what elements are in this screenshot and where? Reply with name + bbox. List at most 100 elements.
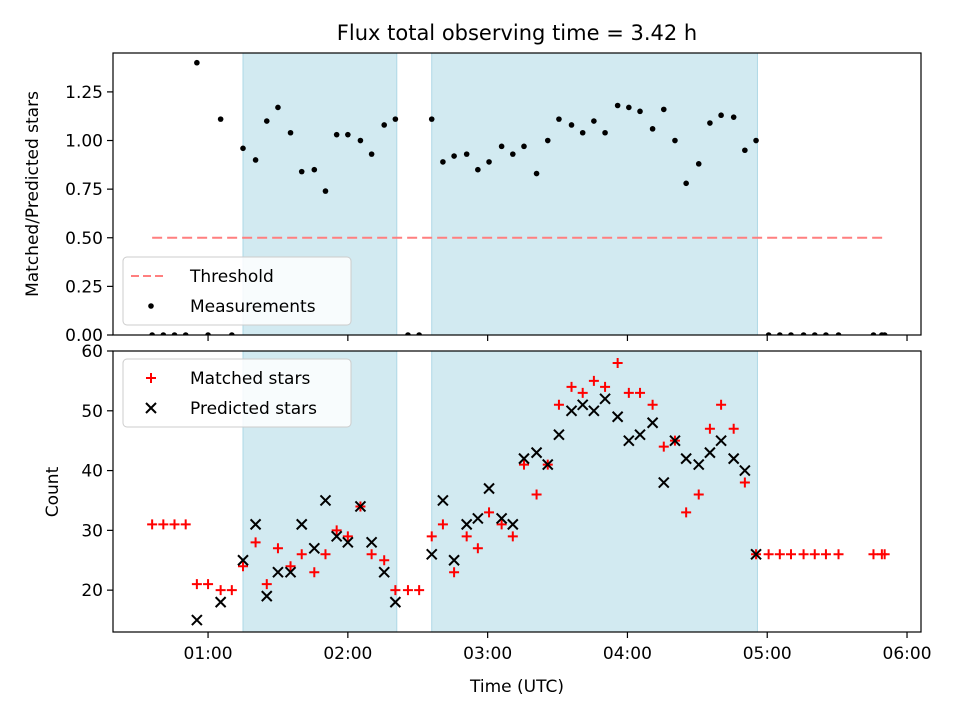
panel-0-plot-area xyxy=(149,53,888,335)
observing-interval-1 xyxy=(431,53,758,335)
measurement-point xyxy=(649,126,656,132)
matched-star-point xyxy=(531,489,542,500)
measurement-point xyxy=(637,108,643,115)
measurement-point xyxy=(440,159,446,165)
measurement-point xyxy=(428,116,435,122)
measurement-point xyxy=(298,168,305,175)
measurement-point xyxy=(510,151,516,157)
predicted-star-point xyxy=(495,512,508,525)
predicted-star-point xyxy=(272,566,284,578)
predicted-star-point xyxy=(308,542,321,555)
measurement-point xyxy=(405,332,411,335)
matched-star-point xyxy=(693,489,704,500)
matched-star-point xyxy=(588,375,599,386)
measurement-point xyxy=(742,147,748,154)
predicted-star-point xyxy=(623,434,635,447)
matched-star-point xyxy=(320,549,331,560)
measurement-point xyxy=(881,332,888,335)
predicted-star-point xyxy=(680,452,692,465)
measurement-point xyxy=(579,129,586,136)
matched-star-point xyxy=(426,531,437,542)
predicted-star-point xyxy=(715,434,727,447)
measurement-point xyxy=(333,131,340,138)
matched-star-point xyxy=(379,555,390,566)
matched-star-point xyxy=(191,579,202,590)
predicted-star-point xyxy=(448,554,460,566)
matched-star-point xyxy=(553,399,564,410)
measurement-point xyxy=(475,166,481,173)
predicted-star-point xyxy=(365,536,378,549)
measurement-point xyxy=(240,145,246,152)
matched-star-point xyxy=(272,543,283,554)
matched-star-point xyxy=(612,357,623,368)
measurement-point xyxy=(498,143,505,150)
measurement-point xyxy=(171,332,178,335)
matched-star-point xyxy=(600,381,611,392)
measurement-point xyxy=(182,332,189,335)
measurement-point xyxy=(392,116,399,122)
predicted-star-point xyxy=(739,464,751,477)
predicted-star-point xyxy=(750,548,762,560)
matched-star-point xyxy=(518,459,529,470)
predicted-star-point xyxy=(542,458,554,471)
legend-box xyxy=(122,256,352,326)
matched-star-point xyxy=(226,585,237,596)
y-tick-label: 50 xyxy=(81,402,103,422)
y-tick-label: 0.00 xyxy=(65,326,103,346)
predicted-star-point xyxy=(518,452,530,465)
predicted-star-point xyxy=(483,482,495,495)
predicted-star-point xyxy=(330,530,343,543)
measurement-point xyxy=(672,137,678,144)
matched-star-point xyxy=(879,549,890,560)
y-tick-label: 0.75 xyxy=(65,180,103,200)
measurement-point xyxy=(614,102,621,109)
predicted-star-point xyxy=(437,494,449,507)
x-tick-label: 06:00 xyxy=(883,644,932,664)
measurement-point xyxy=(544,137,551,144)
matched-star-point xyxy=(728,423,739,434)
matched-star-point xyxy=(507,531,518,542)
legend-measurement-swatch xyxy=(148,303,154,309)
predicted-star-point xyxy=(214,596,227,608)
x-tick-label: 03:00 xyxy=(463,644,512,664)
predicted-star-point xyxy=(191,614,203,626)
predicted-star-point xyxy=(237,554,249,566)
y-tick-label: 1.25 xyxy=(65,83,103,103)
predicted-star-point xyxy=(553,428,565,441)
top-y-axis-label: Matched/Predicted stars xyxy=(23,91,43,297)
predicted-star-point xyxy=(599,393,611,405)
predicted-star-point xyxy=(319,494,332,507)
matched-star-point xyxy=(147,519,158,530)
measurement-point xyxy=(229,332,235,335)
matched-star-point xyxy=(868,549,879,560)
panel-0-frame xyxy=(112,52,922,336)
matched-star-point xyxy=(681,507,692,518)
matched-star-point xyxy=(309,567,320,578)
matched-star-point xyxy=(158,519,169,530)
matched-star-point xyxy=(763,549,774,560)
measurement-point xyxy=(811,332,818,335)
measurement-point xyxy=(730,114,737,120)
predicted-star-point xyxy=(727,452,740,465)
matched-star-point xyxy=(461,531,472,542)
matched-star-point xyxy=(566,381,577,392)
matched-star-point xyxy=(798,549,809,560)
matched-star-point xyxy=(169,519,180,530)
measurement-point xyxy=(753,137,759,144)
predicted-star-point xyxy=(565,405,578,417)
y-tick-label: 40 xyxy=(81,462,103,482)
matched-star-point xyxy=(647,399,658,410)
predicted-star-point xyxy=(354,500,367,513)
predicted-star-point xyxy=(426,548,438,560)
matched-star-point xyxy=(716,399,727,410)
measurement-point xyxy=(322,188,329,194)
bottom-y-axis-label: Count xyxy=(43,466,63,517)
matched-star-point xyxy=(472,543,483,554)
matched-star-point xyxy=(577,387,588,398)
matched-star-point xyxy=(833,549,844,560)
measurement-point xyxy=(660,106,667,113)
matched-star-point xyxy=(261,579,272,590)
matched-star-point xyxy=(250,537,261,548)
matched-star-point xyxy=(635,387,646,398)
measurement-point xyxy=(463,151,470,157)
